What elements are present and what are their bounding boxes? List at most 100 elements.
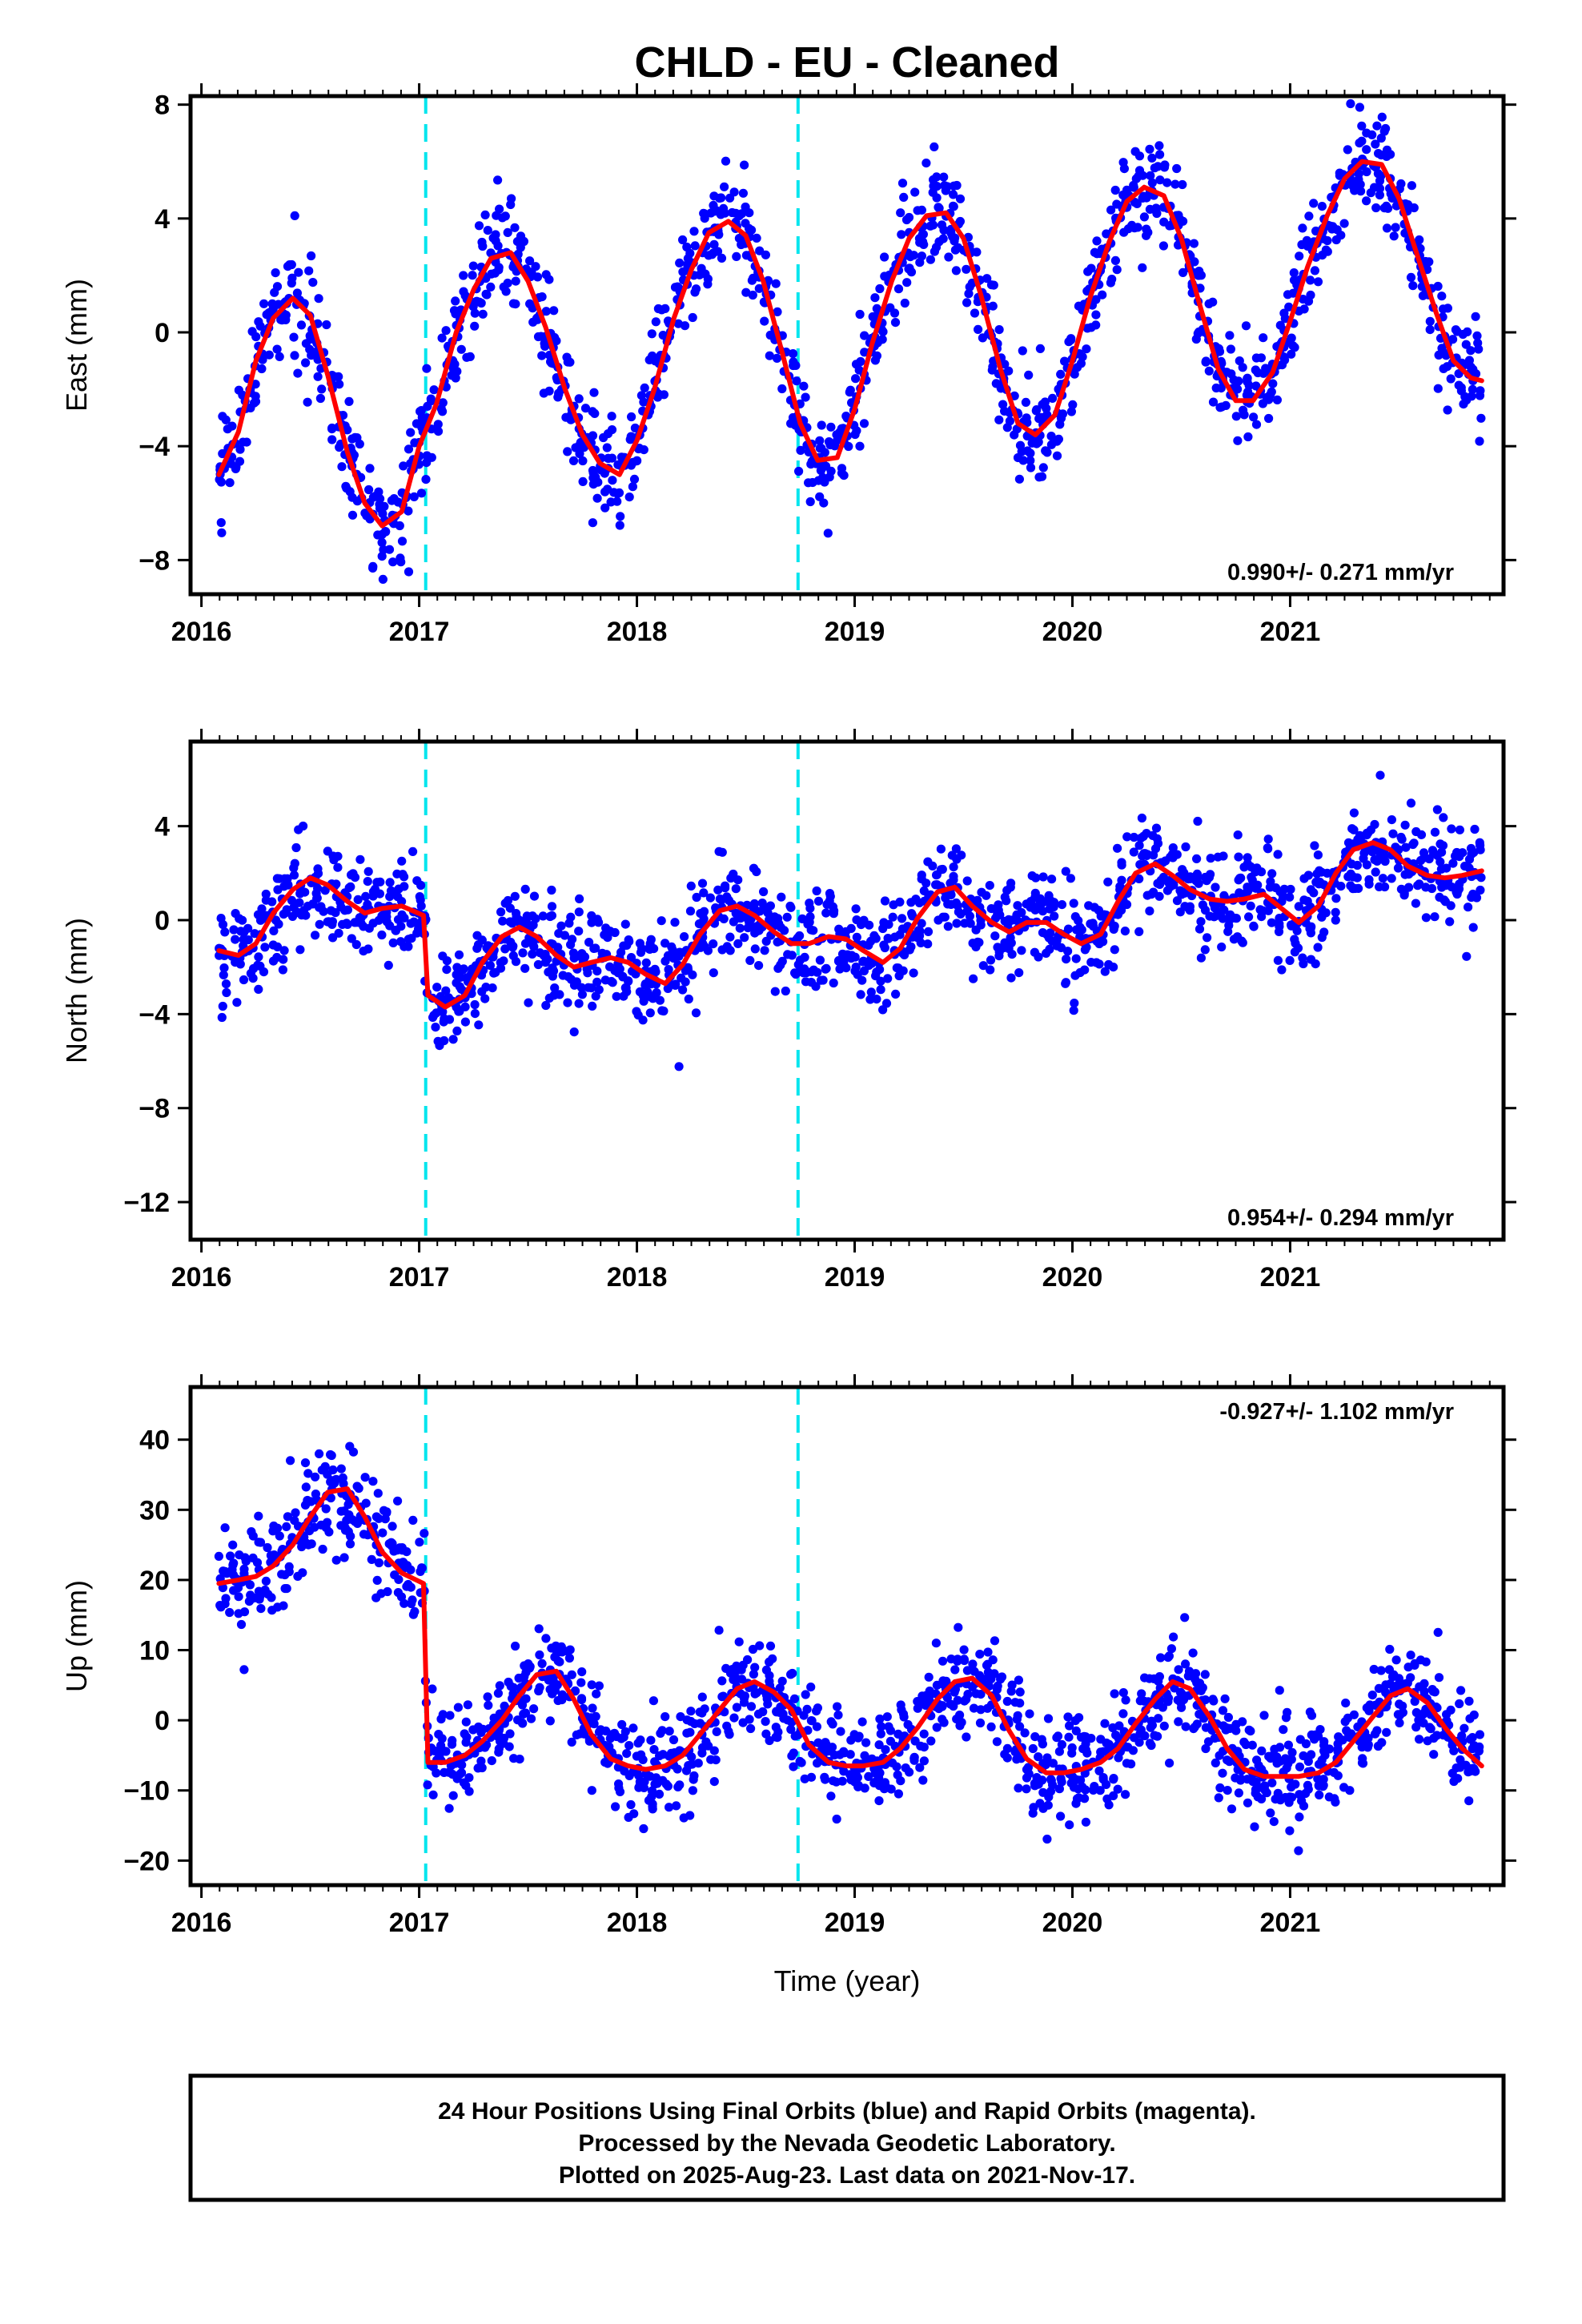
north-point <box>313 883 323 893</box>
footer-line-1: 24 Hour Positions Using Final Orbits (bl… <box>438 2098 1256 2125</box>
north-point <box>522 911 532 921</box>
up-point <box>1299 1751 1308 1761</box>
east-point <box>251 332 261 342</box>
east-point <box>1231 412 1241 421</box>
up-point <box>311 1472 320 1482</box>
up-point <box>789 1694 800 1703</box>
north-point <box>757 899 767 908</box>
east-point <box>1215 347 1225 356</box>
north-point <box>722 892 732 902</box>
north-point <box>709 939 718 949</box>
up-point <box>557 1690 568 1699</box>
up-point <box>837 1776 847 1786</box>
east-point <box>1446 374 1456 384</box>
up-point <box>1456 1686 1466 1695</box>
north-point <box>841 963 851 973</box>
east-point <box>1376 133 1386 143</box>
east-point <box>799 381 809 391</box>
up-point <box>327 1450 336 1461</box>
north-point <box>1136 834 1146 843</box>
north-point <box>1387 874 1396 883</box>
north-point <box>528 949 537 959</box>
east-point <box>1145 144 1154 154</box>
up-point <box>220 1599 230 1609</box>
north-point <box>990 931 1000 941</box>
north-point <box>520 963 530 973</box>
up-point <box>432 1768 441 1778</box>
up-point <box>476 1756 486 1766</box>
up-point <box>1223 1712 1233 1723</box>
east-point <box>1295 251 1304 261</box>
north-point <box>1117 905 1126 915</box>
up-point <box>982 1703 992 1713</box>
up-point <box>489 1713 499 1723</box>
east-point <box>544 386 554 396</box>
up-point <box>709 1777 719 1787</box>
east-point <box>215 475 224 485</box>
up-point <box>557 1647 567 1657</box>
east-point <box>626 432 636 441</box>
east-point <box>688 312 697 323</box>
north-point <box>506 937 516 947</box>
up-point <box>833 1702 842 1711</box>
north-point <box>821 908 831 918</box>
east-point <box>378 574 387 585</box>
up-point <box>1262 1788 1271 1798</box>
north-point <box>1153 838 1163 848</box>
north-point <box>765 901 776 911</box>
north-point <box>1396 832 1406 842</box>
north-point <box>857 975 867 985</box>
east-point <box>1362 128 1371 138</box>
east-point <box>880 252 889 262</box>
east-point <box>1343 145 1352 155</box>
north-point <box>777 892 786 902</box>
north-point <box>1070 999 1079 1008</box>
north-point <box>1091 958 1102 967</box>
east-point <box>738 188 749 198</box>
north-point <box>441 986 451 995</box>
north-point <box>474 1020 484 1030</box>
north-point <box>260 943 270 952</box>
east-point <box>833 432 843 442</box>
east-point <box>1070 369 1079 379</box>
north-point <box>1306 928 1315 938</box>
north-x-tick-label: 2021 <box>1260 1262 1321 1293</box>
east-point <box>1106 278 1115 287</box>
up-point <box>1295 1812 1304 1822</box>
north-point <box>1277 965 1287 975</box>
up-point <box>975 1718 986 1728</box>
east-point <box>1231 383 1241 392</box>
north-point <box>397 897 407 907</box>
east-point <box>872 304 881 313</box>
north-point <box>1263 844 1273 854</box>
north-point <box>1475 838 1484 847</box>
east-point <box>1091 310 1101 320</box>
east-point <box>910 187 920 197</box>
up-point <box>717 1692 727 1702</box>
up-point <box>1241 1739 1251 1750</box>
east-point <box>495 204 504 214</box>
east-point <box>640 383 649 392</box>
north-point <box>1013 901 1022 911</box>
up-y-tick-label: −20 <box>123 1846 170 1876</box>
north-point <box>229 925 239 935</box>
up-point <box>387 1522 397 1531</box>
north-point <box>416 880 426 891</box>
north-point <box>951 898 961 908</box>
north-point <box>221 979 231 989</box>
east-point <box>965 282 974 292</box>
up-point <box>647 1792 656 1802</box>
north-point <box>731 884 741 894</box>
east-point <box>258 355 267 364</box>
up-point <box>483 1692 492 1702</box>
east-point <box>1253 368 1263 378</box>
north-point <box>1077 925 1086 935</box>
up-point <box>1291 1779 1300 1789</box>
up-point <box>1122 1759 1131 1768</box>
east-point <box>1106 205 1116 215</box>
east-point <box>554 389 564 400</box>
east-point <box>955 194 966 203</box>
up-point <box>734 1637 744 1647</box>
up-point <box>909 1754 919 1763</box>
north-point <box>592 967 602 976</box>
